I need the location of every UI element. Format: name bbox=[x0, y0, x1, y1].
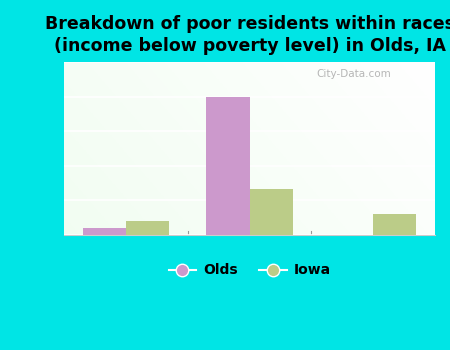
Title: Breakdown of poor residents within races
(income below poverty level) in Olds, I: Breakdown of poor residents within races… bbox=[45, 15, 450, 55]
Bar bbox=[126, 221, 169, 235]
Bar bbox=[373, 214, 416, 235]
Legend: Olds, Iowa: Olds, Iowa bbox=[163, 258, 336, 283]
Bar bbox=[83, 228, 126, 235]
Bar bbox=[207, 97, 250, 235]
Text: City-Data.com: City-Data.com bbox=[316, 69, 391, 79]
Bar bbox=[250, 189, 293, 235]
